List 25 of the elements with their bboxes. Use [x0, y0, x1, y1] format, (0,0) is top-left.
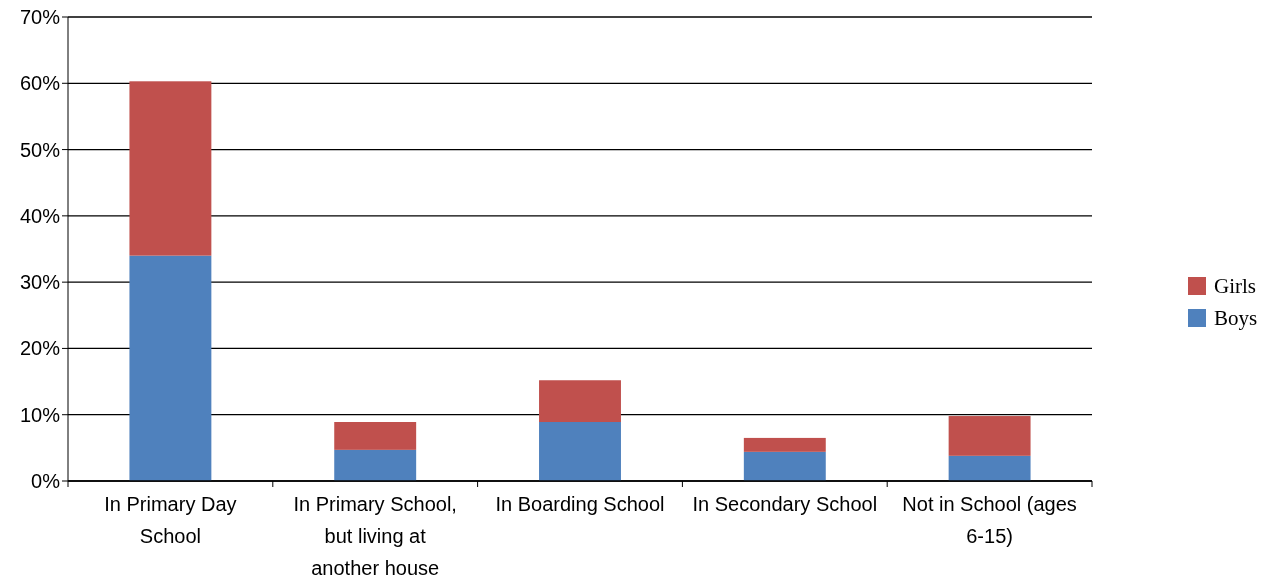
y-tick-label: 60%	[19, 72, 61, 95]
bar	[539, 422, 621, 481]
y-tick-label: 40%	[19, 204, 61, 227]
bar	[129, 255, 212, 481]
bar	[948, 416, 1031, 456]
y-tick-label: 30%	[19, 271, 61, 294]
y-tick-label: 70%	[19, 6, 61, 28]
legend-label: Girls	[1214, 274, 1256, 299]
bar	[743, 451, 826, 481]
bar	[743, 437, 826, 452]
x-tick-label: Not in School (ages 6-15)	[902, 493, 1077, 547]
bar	[334, 449, 417, 481]
bar	[334, 422, 417, 450]
x-tick-label: In Primary School, but living at another house	[293, 493, 457, 579]
y-tick-label: 0%	[31, 470, 61, 492]
legend-label: Boys	[1214, 306, 1258, 331]
y-tick-label: 10%	[19, 403, 61, 426]
y-tick-label: 50%	[19, 138, 61, 161]
bar	[948, 455, 1031, 481]
x-tick-label: In Primary Day School	[104, 493, 237, 547]
x-tick-label: In Boarding School	[495, 493, 665, 515]
x-tick-label: In Secondary School	[692, 493, 878, 515]
y-tick-label: 20%	[19, 337, 61, 360]
bar	[539, 380, 621, 423]
bar	[129, 81, 212, 256]
